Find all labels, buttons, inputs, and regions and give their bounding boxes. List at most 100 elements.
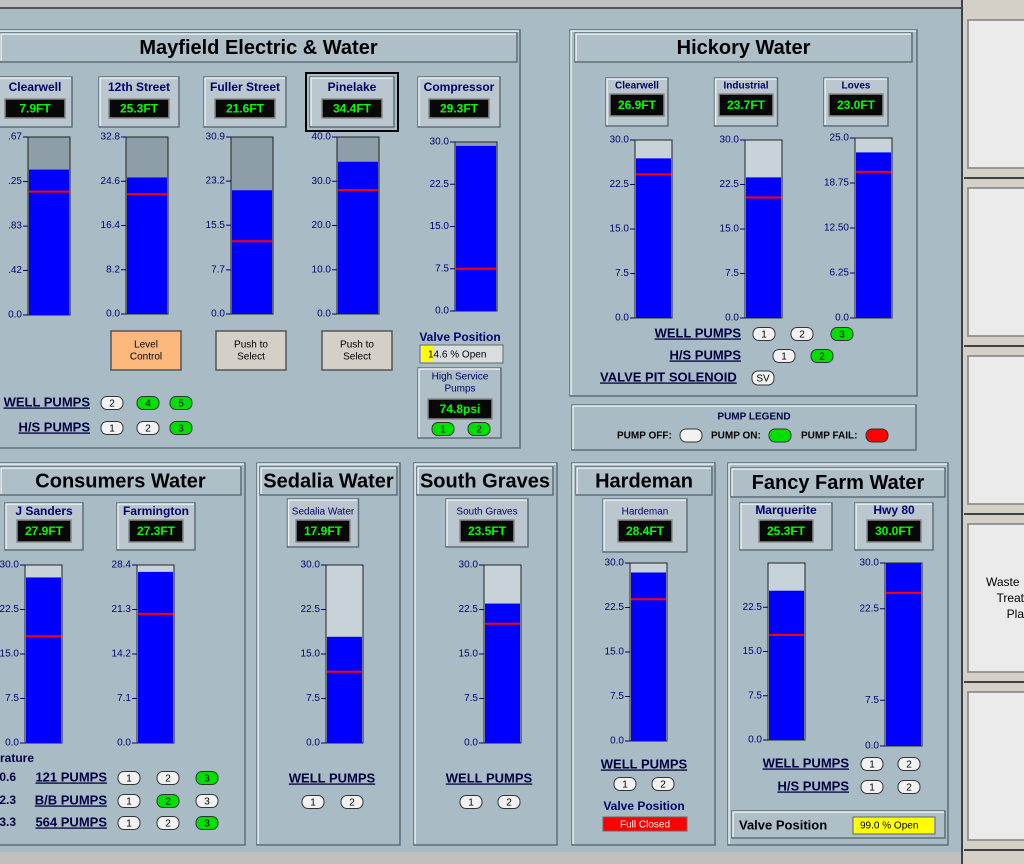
tank-level bbox=[856, 152, 891, 318]
tank-tick-label: 7.5 bbox=[865, 695, 879, 706]
tank-tick-label: 16.4 bbox=[101, 220, 121, 231]
valve-box bbox=[419, 344, 504, 364]
valve-title: Valve Position bbox=[603, 799, 684, 813]
nav-button[interactable] bbox=[967, 19, 1024, 169]
tank-name-box-highlight bbox=[855, 503, 932, 549]
pump-indicator bbox=[467, 422, 491, 436]
high-service-title: Pumps bbox=[444, 384, 475, 395]
nav-label[interactable]: Treat bbox=[996, 591, 1024, 605]
tank-tick-label: 28.4 bbox=[112, 560, 132, 571]
pump-id: 4 bbox=[145, 399, 151, 410]
action-button-label[interactable]: Select bbox=[343, 352, 371, 363]
tank-readout: 25.3FT bbox=[120, 102, 159, 116]
tank-tick-label: 0.0 bbox=[117, 738, 131, 749]
pump-id: 1 bbox=[468, 798, 474, 809]
valve-label: 14.6 % Open bbox=[428, 350, 486, 361]
tank-name: Marquerite bbox=[755, 503, 817, 517]
solenoid-button[interactable] bbox=[751, 370, 775, 386]
pump-row-label: WELL PUMPS bbox=[446, 770, 533, 785]
action-button-label[interactable]: Push to bbox=[234, 340, 268, 351]
pump-id: 1 bbox=[126, 797, 132, 808]
action-button-label[interactable]: Push to bbox=[340, 340, 374, 351]
pump-indicator bbox=[830, 327, 854, 341]
nav-label[interactable]: Waste bbox=[986, 575, 1020, 589]
pump-id: 1 bbox=[310, 798, 316, 809]
temperature-text: 2.3 bbox=[0, 793, 16, 807]
panel-highlight bbox=[0, 30, 519, 32]
tank-tick-label: 30.0 bbox=[312, 176, 332, 187]
tank-name-box-highlight bbox=[606, 78, 667, 125]
action-button-label[interactable]: Level bbox=[134, 340, 158, 351]
tank-name: Clearwell bbox=[615, 81, 659, 92]
tank-tick-label: .42 bbox=[8, 265, 22, 276]
tank-tick-label: 15.0 bbox=[610, 224, 630, 235]
nav-button[interactable] bbox=[967, 523, 1024, 673]
panel-title-box bbox=[416, 466, 554, 496]
nav-button[interactable] bbox=[967, 187, 1024, 337]
tank-tick-label: 0.0 bbox=[835, 313, 849, 324]
panel-highlight bbox=[570, 30, 916, 395]
pump-id: 1 bbox=[126, 774, 132, 785]
tank-readout: 23.5FT bbox=[468, 524, 507, 538]
tank-readout: 27.9FT bbox=[25, 524, 64, 538]
tank-tick-label: 30.0 bbox=[301, 560, 321, 571]
tank-tick-label: 0.0 bbox=[464, 738, 478, 749]
tank-tick-label: 0.0 bbox=[615, 313, 629, 324]
action-button-label[interactable]: Control bbox=[130, 352, 162, 363]
nav-label[interactable]: Pla bbox=[1007, 607, 1024, 621]
solenoid-label: VALVE PIT SOLENOID bbox=[600, 369, 737, 384]
pump-id: 2 bbox=[145, 424, 151, 435]
action-button-label[interactable]: Select bbox=[237, 352, 265, 363]
pump-row-label: WELL PUMPS bbox=[4, 394, 91, 409]
tank-level bbox=[456, 145, 496, 311]
tank-tick-label: 22.5 bbox=[459, 604, 479, 615]
tank-name: Hardeman bbox=[622, 507, 669, 518]
tank-tick-label: 23.2 bbox=[206, 176, 226, 187]
panel-title-box-highlight bbox=[0, 467, 240, 494]
action-button[interactable] bbox=[215, 330, 287, 371]
tank-tick-label: 22.5 bbox=[0, 604, 19, 615]
tank-level bbox=[886, 563, 921, 746]
panel bbox=[256, 462, 401, 846]
nav-button[interactable] bbox=[967, 355, 1024, 505]
panel bbox=[571, 462, 716, 846]
tank-level bbox=[636, 158, 671, 318]
pump-id: 2 bbox=[799, 330, 805, 341]
pump-id: 1 bbox=[126, 819, 132, 830]
tank-tick-label: 15.0 bbox=[301, 649, 321, 660]
pump-id: 5 bbox=[178, 399, 184, 410]
solenoid-button-label[interactable]: SV bbox=[756, 374, 770, 385]
action-button[interactable] bbox=[321, 330, 393, 371]
tank-name: Farmington bbox=[123, 504, 189, 518]
pump-id: 1 bbox=[781, 352, 787, 363]
temperature-text: 0.6 bbox=[0, 770, 16, 784]
legend-label: PUMP OFF: bbox=[617, 431, 672, 442]
high-service-readout: 74.8psi bbox=[440, 402, 481, 416]
tank-tick-label: 18.75 bbox=[824, 178, 849, 189]
pump-row-label: H/S PUMPS bbox=[18, 419, 90, 434]
valve-bar bbox=[421, 346, 433, 362]
pump-id: 1 bbox=[869, 760, 875, 771]
tank-name: Fuller Street bbox=[210, 80, 280, 94]
pump-row-label: WELL PUMPS bbox=[289, 770, 376, 785]
tank-tick-label: 25.0 bbox=[830, 133, 850, 144]
pump-indicator bbox=[117, 816, 141, 830]
action-button[interactable] bbox=[110, 330, 182, 371]
nav-button[interactable] bbox=[967, 691, 1024, 841]
legend-swatch bbox=[768, 428, 792, 443]
tank-level bbox=[232, 190, 272, 314]
tank-readout: 29.3FT bbox=[440, 102, 479, 116]
pump-row-label: 564 PUMPS bbox=[35, 814, 107, 829]
panel-title-box bbox=[575, 466, 713, 496]
tank-tick-label: 30.0 bbox=[605, 558, 625, 569]
tank-readout-box bbox=[758, 519, 814, 543]
panel-title-box bbox=[259, 466, 398, 496]
tank-tick-label: 0.0 bbox=[865, 741, 879, 752]
high-service-readout-box bbox=[427, 398, 493, 420]
tank-tick-label: 30.0 bbox=[430, 137, 450, 148]
pump-indicator bbox=[772, 349, 796, 363]
tank-readout: 34.4FT bbox=[333, 102, 372, 116]
tank-tick-label: 7.5 bbox=[748, 690, 762, 701]
tank-tick-label: .83 bbox=[8, 221, 22, 232]
valve-title: Valve Position bbox=[419, 330, 500, 344]
